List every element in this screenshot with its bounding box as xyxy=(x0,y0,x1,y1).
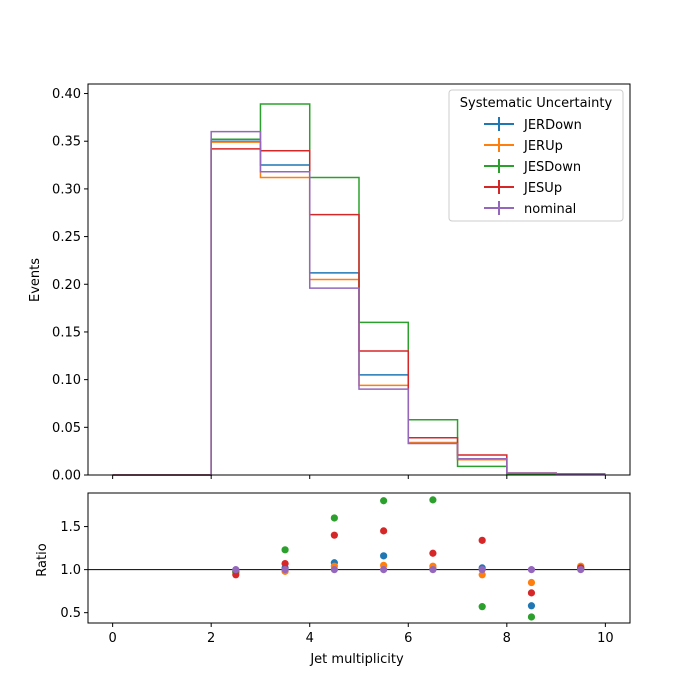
legend-title: Systematic Uncertainty xyxy=(460,96,613,111)
ratio-point-jesdown xyxy=(281,546,289,554)
top-y-tick-label: 0.00 xyxy=(52,469,81,484)
top-plot-frame xyxy=(87,83,631,476)
histogram-series-nominal xyxy=(112,130,606,476)
ratio-y-tick-label: 1.0 xyxy=(60,563,81,578)
top-y-tick-label: 0.10 xyxy=(52,373,81,388)
ratio-points-group xyxy=(232,496,585,621)
top-y-axis-label: Events xyxy=(28,258,43,302)
ratio-point-nominal xyxy=(232,566,240,574)
top-y-ticks: 0.00 0.05 0.10 0.15 0.20 0.25 0.30 0.35 0.40 xyxy=(52,87,88,484)
ratio-x-tick-label: 6 xyxy=(404,631,412,646)
ratio-x-tick-label: 2 xyxy=(207,631,215,646)
ratio-point-jesup xyxy=(330,531,338,539)
ratio-point-nominal xyxy=(429,566,437,574)
ratio-point-jesup xyxy=(232,571,240,579)
top-histogram-panel: 0.00 0.05 0.10 0.15 0.20 0.25 0.30 0.35 0.40 Eve… xyxy=(28,83,631,484)
legend-entries: JERDown JERUp JESDown JESUp nominal xyxy=(484,117,582,217)
ratio-point-jesdown xyxy=(527,613,536,621)
ratio-point-jesup xyxy=(429,549,437,557)
legend-label-jerup: JERUp xyxy=(523,139,563,154)
top-x-ticks xyxy=(112,475,606,479)
ratio-point-nominal xyxy=(478,566,486,574)
ratio-point-jesup xyxy=(527,589,536,597)
top-y-tick-label: 0.35 xyxy=(52,135,81,150)
legend-label-jesup: JESUp xyxy=(523,181,562,196)
ratio-point-jesdown xyxy=(429,496,437,504)
ratio-y-axis-label: Ratio xyxy=(35,543,50,576)
ratio-point-jesup xyxy=(478,536,486,544)
legend-label-jerdown: JERDown xyxy=(523,118,582,133)
ratio-point-jerup xyxy=(527,578,536,587)
ratio-point-nominal xyxy=(527,566,536,574)
top-y-tick-label: 0.25 xyxy=(52,230,81,245)
ratio-plot-frame xyxy=(87,492,631,624)
ratio-point-nominal xyxy=(577,566,585,574)
ratio-point-nominal xyxy=(380,566,388,574)
ratio-x-ticks: 0 2 4 6 8 10 xyxy=(108,623,614,646)
ratio-point-jesdown xyxy=(330,514,338,522)
ratio-panel: 0 2 4 6 8 10 0.5 1.0 1.5 Ratio Jet multiplicity xyxy=(35,492,631,667)
ratio-point-jesup xyxy=(281,559,289,568)
ratio-point-nominal xyxy=(330,566,338,574)
legend-label-nominal: nominal xyxy=(524,202,576,217)
legend-label-jesdown: JESDown xyxy=(523,160,581,175)
ratio-point-jesdown xyxy=(478,603,486,611)
ratio-x-tick-label: 4 xyxy=(306,631,314,646)
legend-frame xyxy=(448,89,624,222)
top-y-tick-label: 0.30 xyxy=(52,182,81,197)
top-y-tick-label: 0.20 xyxy=(52,278,81,293)
ratio-y-tick-label: 0.5 xyxy=(60,606,81,621)
ratio-point-jesup xyxy=(380,527,388,535)
ratio-x-tick-label: 0 xyxy=(108,631,116,646)
top-series-group xyxy=(112,103,606,476)
ratio-point-jerdown xyxy=(527,602,536,610)
top-y-tick-label: 0.15 xyxy=(52,325,81,340)
top-y-tick-label: 0.40 xyxy=(52,87,81,102)
ratio-x-tick-label: 10 xyxy=(597,631,614,646)
ratio-y-ticks: 0.5 1.0 1.5 xyxy=(60,520,88,621)
ratio-x-tick-label: 8 xyxy=(503,631,511,646)
legend: Systematic Uncertainty JERDown JERUp JESDo… xyxy=(448,89,624,222)
ratio-point-jerdown xyxy=(380,552,388,560)
ratio-point-jesdown xyxy=(380,497,388,505)
ratio-point-jerup xyxy=(478,571,486,579)
ratio-x-axis-label: Jet multiplicity xyxy=(309,652,404,667)
ratio-point-nominal xyxy=(281,566,289,574)
top-y-tick-label: 0.05 xyxy=(52,421,81,436)
ratio-y-tick-label: 1.5 xyxy=(60,520,81,535)
